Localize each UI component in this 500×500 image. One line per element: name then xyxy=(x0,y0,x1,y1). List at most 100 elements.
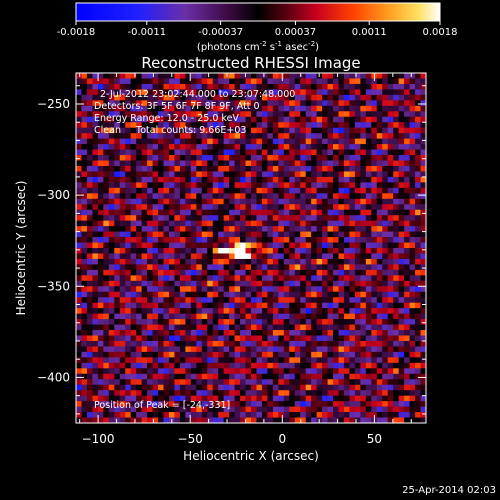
heatmap-cell xyxy=(207,395,214,402)
heatmap-cell xyxy=(245,105,252,112)
heatmap-cell xyxy=(404,94,410,101)
heatmap-cell xyxy=(365,308,372,314)
heatmap-cell xyxy=(300,351,306,358)
heatmap-cell xyxy=(163,237,170,243)
heatmap-cell xyxy=(234,291,241,298)
heatmap-cell xyxy=(333,242,339,249)
heatmap-cell xyxy=(245,275,252,282)
heatmap-cell xyxy=(163,335,170,342)
heatmap-cell xyxy=(376,373,383,380)
heatmap-cell xyxy=(267,330,274,336)
heatmap-cell xyxy=(360,73,367,79)
heatmap-cell xyxy=(168,165,175,172)
heatmap-cell xyxy=(272,155,279,161)
heatmap-cell xyxy=(97,335,104,342)
heatmap-cell xyxy=(196,401,203,407)
heatmap-cell xyxy=(207,346,214,353)
heatmap-cell xyxy=(212,308,219,314)
heatmap-cell xyxy=(92,204,99,211)
heatmap-cell xyxy=(218,390,224,396)
heatmap-cell xyxy=(174,144,181,150)
heatmap-cell xyxy=(420,357,426,364)
heatmap-cell xyxy=(289,89,296,96)
heatmap-cell xyxy=(103,406,110,413)
heatmap-cell xyxy=(300,280,306,287)
heatmap-cell xyxy=(168,297,175,303)
heatmap-cell xyxy=(245,122,252,128)
heatmap-cell xyxy=(76,390,82,396)
heatmap-cell xyxy=(212,330,219,336)
heatmap-cell xyxy=(207,324,214,331)
heatmap-cell xyxy=(404,417,410,423)
heatmap-cell xyxy=(234,253,241,260)
heatmap-cell xyxy=(294,291,301,298)
heatmap-cell xyxy=(261,133,268,139)
heatmap-cell xyxy=(97,111,104,118)
heatmap-cell xyxy=(240,291,246,298)
heatmap-cell xyxy=(76,269,82,276)
heatmap-cell xyxy=(305,384,312,391)
heatmap-cell xyxy=(300,269,306,276)
heatmap-cell xyxy=(229,330,235,336)
heatmap-cell xyxy=(289,406,296,413)
heatmap-cell xyxy=(212,176,219,183)
heatmap-cell xyxy=(382,89,389,96)
heatmap-cell xyxy=(415,83,421,90)
heatmap-cell xyxy=(327,73,334,79)
heatmap-cell xyxy=(360,198,367,205)
heatmap-cell xyxy=(201,226,208,232)
heatmap-cell xyxy=(338,220,345,227)
heatmap-cell xyxy=(409,149,416,156)
heatmap-cell xyxy=(81,308,88,314)
heatmap-cell xyxy=(327,127,334,134)
heatmap-cell xyxy=(272,94,279,101)
heatmap-cell xyxy=(92,319,99,325)
heatmap-cell xyxy=(365,335,372,342)
heatmap-cell xyxy=(108,406,115,413)
heatmap-cell xyxy=(360,187,367,194)
heatmap-cell xyxy=(119,144,126,150)
heatmap-cell xyxy=(294,122,301,128)
heatmap-cell xyxy=(136,138,142,145)
heatmap-cell xyxy=(283,395,290,402)
heatmap-cell xyxy=(300,335,306,342)
heatmap-cell xyxy=(196,319,203,325)
heatmap-cell xyxy=(245,253,252,260)
heatmap-cell xyxy=(261,330,268,336)
heatmap-cell xyxy=(333,379,339,386)
heatmap-cell xyxy=(316,248,323,254)
heatmap-cell xyxy=(119,340,126,347)
heatmap-cell xyxy=(185,144,192,150)
heatmap-cell xyxy=(376,248,383,254)
heatmap-cell xyxy=(86,149,93,156)
heatmap-cell xyxy=(92,330,99,336)
heatmap-cell xyxy=(393,412,399,418)
heatmap-cell xyxy=(207,340,214,347)
heatmap-cell xyxy=(305,313,312,320)
heatmap-cell xyxy=(158,324,164,331)
heatmap-cell xyxy=(141,351,148,358)
heatmap-cell xyxy=(245,111,252,118)
heatmap-cell xyxy=(136,248,142,254)
heatmap-cell xyxy=(245,242,252,249)
heatmap-cell xyxy=(234,83,241,90)
heatmap-cell xyxy=(387,209,394,216)
heatmap-cell xyxy=(404,384,410,391)
heatmap-cell xyxy=(327,253,334,260)
heatmap-cell xyxy=(251,83,257,90)
heatmap-cell xyxy=(125,406,131,413)
heatmap-cell xyxy=(168,149,175,156)
heatmap-cell xyxy=(179,357,186,364)
heatmap-cell xyxy=(108,187,115,194)
heatmap-cell xyxy=(393,100,399,107)
heatmap-cell xyxy=(119,319,126,325)
heatmap-cell xyxy=(245,89,252,96)
heatmap-cell xyxy=(365,406,372,413)
heatmap-cell xyxy=(147,297,153,303)
heatmap-cell xyxy=(404,362,410,369)
heatmap-cell xyxy=(207,379,214,386)
heatmap-cell xyxy=(272,302,279,309)
heatmap-cell xyxy=(267,209,274,216)
heatmap-cell xyxy=(125,231,131,238)
heatmap-cell xyxy=(76,401,82,407)
